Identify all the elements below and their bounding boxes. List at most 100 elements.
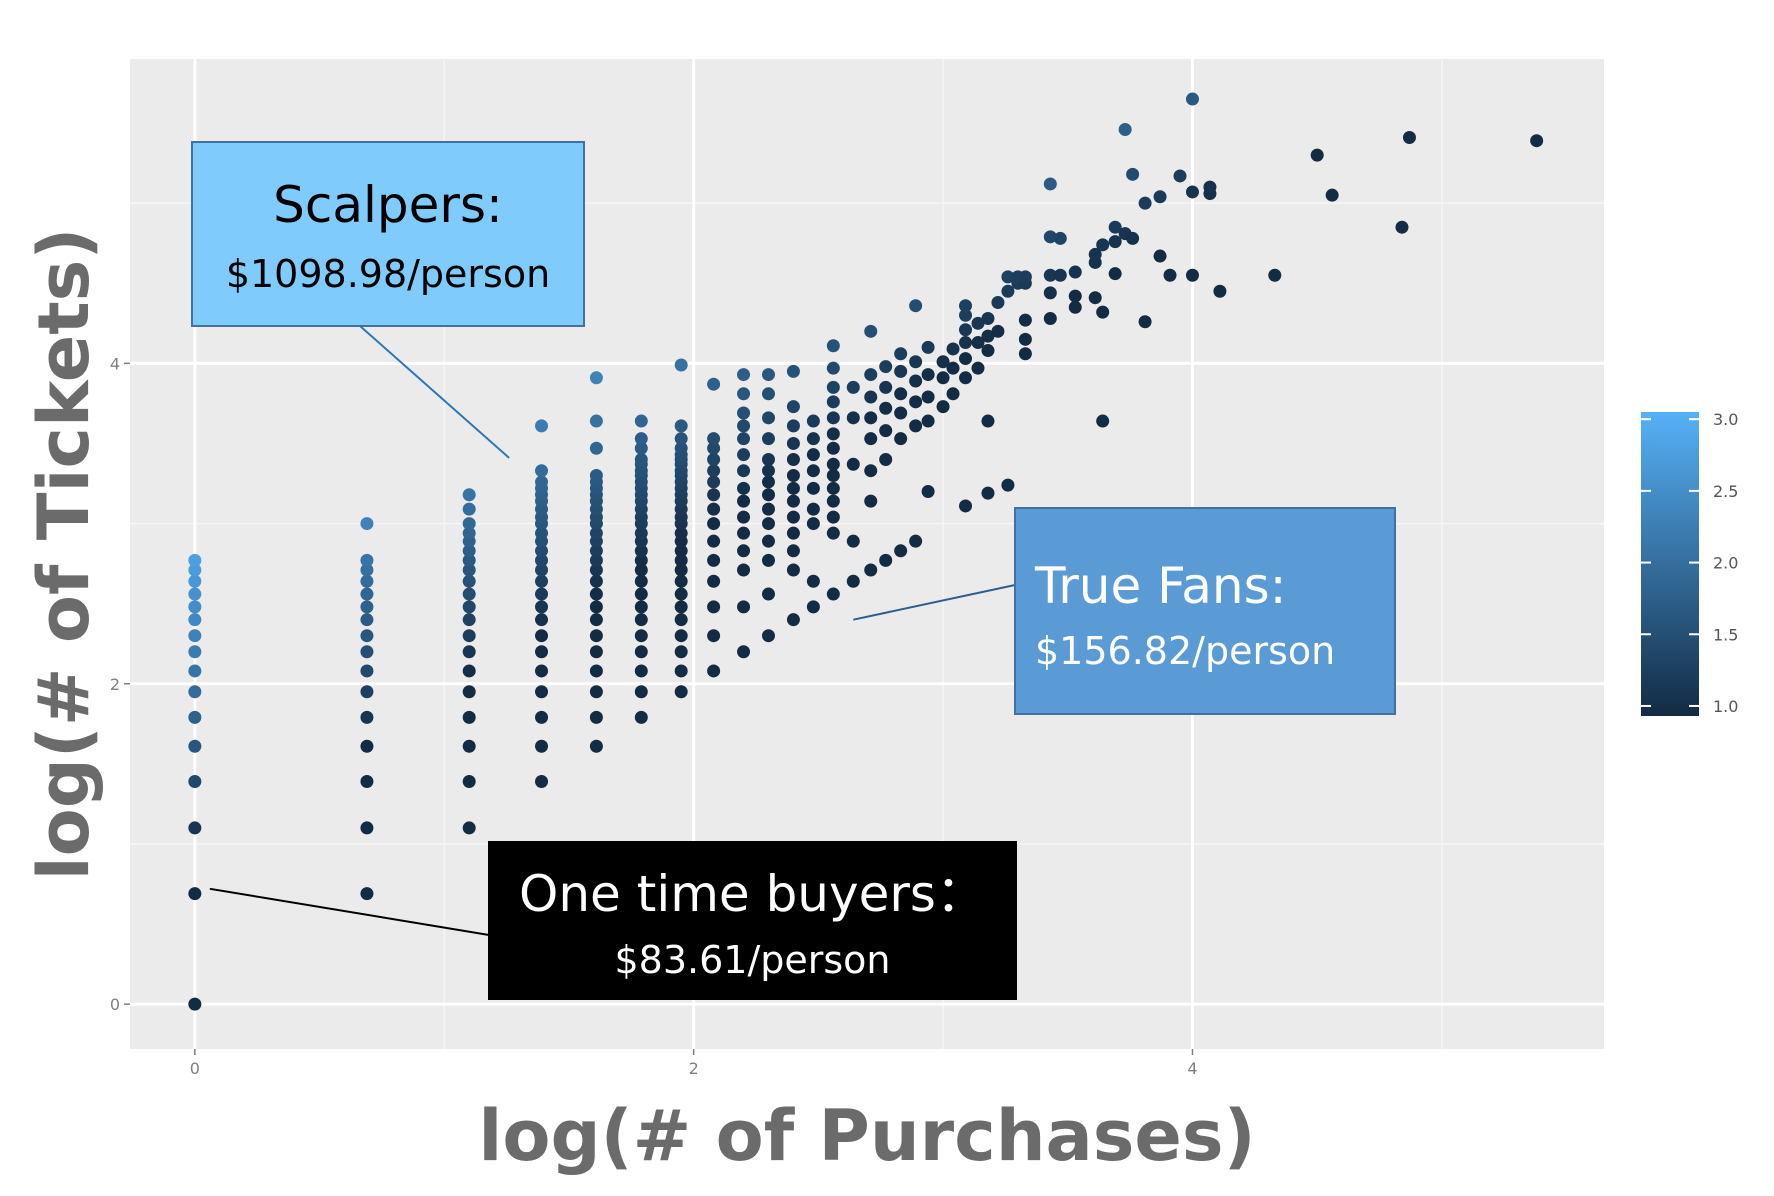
data-point (535, 664, 549, 678)
data-point (991, 295, 1005, 309)
data-point (634, 587, 648, 601)
data-point (634, 563, 648, 577)
data-point (936, 371, 950, 385)
data-point (786, 419, 800, 433)
data-point (806, 517, 820, 531)
y-tick-label: 4 (110, 354, 120, 373)
data-point (1138, 315, 1152, 329)
data-point (864, 411, 878, 425)
data-point (462, 774, 476, 788)
data-point (1185, 185, 1199, 199)
data-point (707, 574, 721, 588)
data-point (462, 488, 476, 502)
data-point (188, 774, 202, 788)
data-point (1001, 284, 1015, 298)
scalpers-leader-line (359, 325, 510, 459)
data-point (674, 563, 688, 577)
data-point (707, 464, 721, 478)
data-point (707, 534, 721, 548)
data-point (981, 329, 995, 343)
data-point (894, 406, 908, 420)
data-point (946, 387, 960, 401)
data-point (761, 553, 775, 567)
data-point (589, 563, 603, 577)
data-point (864, 432, 878, 446)
data-point (909, 374, 923, 388)
data-point (737, 419, 751, 433)
data-point (674, 432, 688, 446)
data-point (462, 739, 476, 753)
data-point (188, 645, 202, 659)
data-point (1108, 220, 1122, 234)
data-point (360, 553, 374, 567)
data-point (462, 526, 476, 540)
data-point (879, 553, 893, 567)
data-point (971, 336, 985, 350)
data-point (846, 534, 860, 548)
data-point (1108, 267, 1122, 281)
data-point (1153, 249, 1167, 263)
data-point (360, 664, 374, 678)
legend-ticks: 1.0 1.5 2.0 2.5 3.0 (1641, 410, 1738, 716)
data-point (971, 361, 985, 375)
legend-tick-label: 2.0 (1713, 554, 1738, 573)
data-point (1001, 270, 1015, 284)
data-point (826, 427, 840, 441)
data-point (360, 710, 374, 724)
data-point (462, 645, 476, 659)
data-point (462, 613, 476, 627)
data-point (737, 600, 751, 614)
data-point (894, 387, 908, 401)
data-point (761, 475, 775, 489)
data-point (864, 390, 878, 404)
data-point (1096, 238, 1110, 252)
data-point (535, 574, 549, 588)
data-point (360, 629, 374, 643)
data-point (981, 312, 995, 326)
data-point (921, 414, 935, 428)
data-point (991, 324, 1005, 338)
data-point (360, 613, 374, 627)
data-point (1173, 169, 1187, 183)
data-point (1395, 220, 1409, 234)
data-point (826, 587, 840, 601)
data-point (188, 574, 202, 588)
data-point (674, 441, 688, 455)
data-point (589, 414, 603, 428)
data-point (786, 436, 800, 450)
data-point (1001, 478, 1015, 492)
data-point (846, 411, 860, 425)
data-point (864, 368, 878, 382)
legend-tick-label: 2.5 (1713, 482, 1738, 501)
data-point (634, 544, 648, 558)
data-point (674, 629, 688, 643)
data-point (535, 774, 549, 788)
data-point (589, 371, 603, 385)
data-point (707, 553, 721, 567)
data-point (634, 600, 648, 614)
legend-colorbar (1641, 412, 1699, 716)
data-point (707, 600, 721, 614)
true-fans-title: True Fans: (1034, 557, 1287, 615)
data-point (360, 887, 374, 901)
data-point (462, 502, 476, 516)
data-point (1068, 289, 1082, 303)
data-point (462, 600, 476, 614)
data-point (846, 574, 860, 588)
scalpers-box (191, 141, 585, 327)
data-point (674, 574, 688, 588)
data-point (535, 563, 549, 577)
data-point (786, 563, 800, 577)
x-tick-label: 0 (190, 1059, 200, 1078)
data-point (1138, 196, 1152, 210)
data-point (634, 526, 648, 540)
data-point (674, 613, 688, 627)
data-point (846, 457, 860, 471)
one-time-buyers-leader-line (209, 887, 490, 936)
callout-leaders (209, 325, 1016, 936)
data-point (826, 411, 840, 425)
data-point (535, 600, 549, 614)
data-point (909, 355, 923, 369)
data-point (1096, 414, 1110, 428)
